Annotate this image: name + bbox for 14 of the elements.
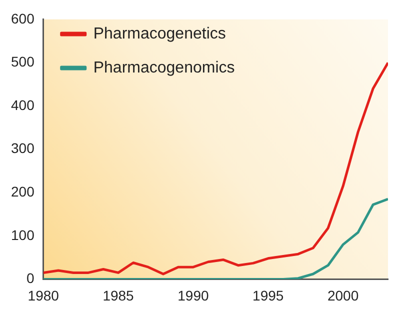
x-tick-label: 2000 xyxy=(327,287,359,304)
y-tick-label: 400 xyxy=(11,96,35,113)
legend-label: Pharmacogenetics xyxy=(93,25,226,42)
y-tick-label: 600 xyxy=(11,10,35,26)
y-tick-label: 300 xyxy=(11,140,35,156)
y-tick-label: 500 xyxy=(11,54,35,70)
x-tick-label: 1990 xyxy=(178,287,209,304)
x-tick-label: 1985 xyxy=(102,287,134,304)
y-tick-label: 100 xyxy=(11,226,35,243)
legend-label: Pharmacogenomics xyxy=(93,59,235,76)
x-tick-label: 1980 xyxy=(28,287,60,304)
y-tick-label: 0 xyxy=(26,270,35,286)
y-tick-label: 200 xyxy=(11,183,35,200)
x-tick-label: 1995 xyxy=(252,287,284,304)
